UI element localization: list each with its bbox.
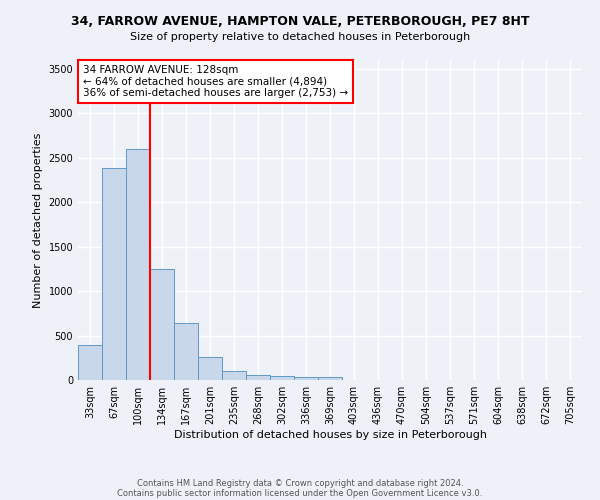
Text: 34 FARROW AVENUE: 128sqm
← 64% of detached houses are smaller (4,894)
36% of sem: 34 FARROW AVENUE: 128sqm ← 64% of detach… — [83, 65, 348, 98]
Y-axis label: Number of detached properties: Number of detached properties — [33, 132, 43, 308]
Bar — [246, 374, 270, 380]
Text: Contains public sector information licensed under the Open Government Licence v3: Contains public sector information licen… — [118, 488, 482, 498]
Bar — [102, 168, 126, 380]
Bar — [198, 358, 222, 380]
Text: Size of property relative to detached houses in Peterborough: Size of property relative to detached ho… — [130, 32, 470, 42]
Bar — [78, 346, 102, 380]
Bar — [294, 377, 318, 380]
Bar — [126, 149, 150, 380]
Text: Contains HM Land Registry data © Crown copyright and database right 2024.: Contains HM Land Registry data © Crown c… — [137, 478, 463, 488]
Bar — [150, 269, 174, 380]
Bar — [270, 376, 294, 380]
Bar — [318, 378, 342, 380]
Bar — [174, 323, 198, 380]
Bar — [222, 370, 246, 380]
Text: 34, FARROW AVENUE, HAMPTON VALE, PETERBOROUGH, PE7 8HT: 34, FARROW AVENUE, HAMPTON VALE, PETERBO… — [71, 15, 529, 28]
X-axis label: Distribution of detached houses by size in Peterborough: Distribution of detached houses by size … — [173, 430, 487, 440]
